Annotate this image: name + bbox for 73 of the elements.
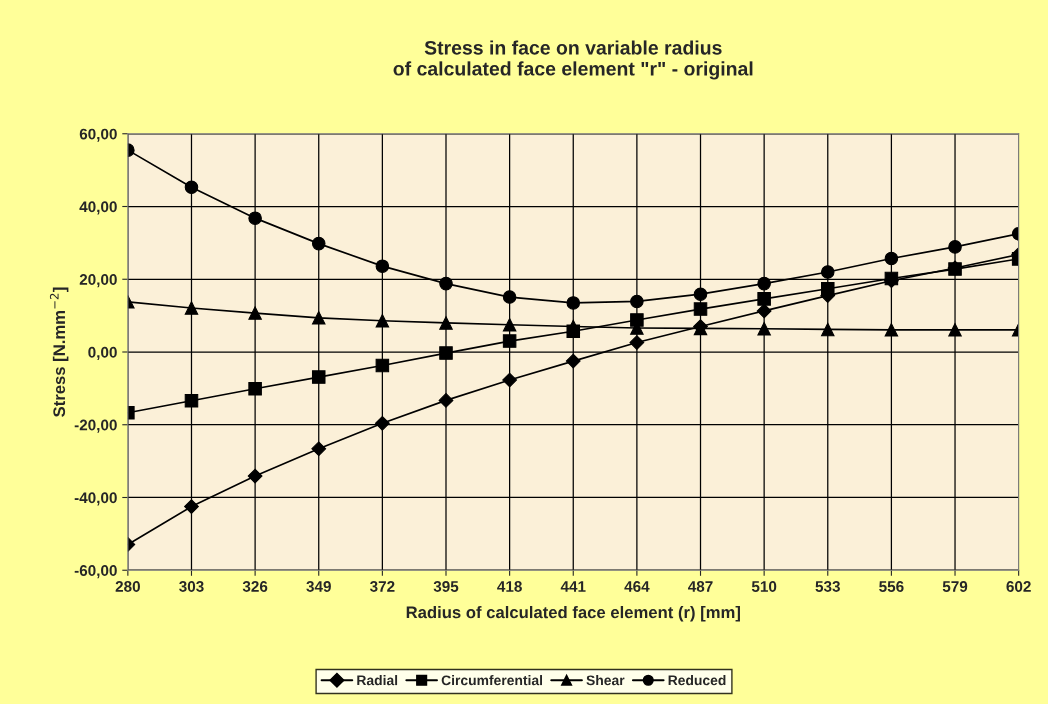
y-tick-label: -60,00 [74,565,117,579]
legend-label: Reduced [668,675,726,686]
point [311,311,326,325]
point [375,358,390,373]
point [756,303,772,319]
point [502,290,517,304]
point [884,251,899,266]
point [821,265,835,279]
y-tick-label: 0,00 [88,346,117,360]
point [311,236,326,251]
point [821,281,835,296]
point [757,321,771,336]
point [948,323,962,337]
y-tick-label: 40,00 [79,201,117,215]
point [247,468,263,484]
legend-label: Radial [357,675,398,686]
point [248,381,262,396]
x-tick-label: 556 [879,581,904,592]
point [565,353,581,369]
point [184,499,199,514]
point [248,306,262,320]
point [630,294,644,309]
point [374,415,390,431]
x-tick-label: 395 [433,581,459,592]
point [375,313,390,328]
point [884,323,899,337]
x-tick-label: 372 [369,581,395,592]
point [439,316,453,330]
point [948,240,962,254]
point [438,392,454,408]
point [311,441,327,457]
point [184,301,199,315]
x-tick-label: 579 [942,581,968,592]
point [184,180,199,194]
x-tick-label: 326 [242,581,268,592]
y-tick-label: -20,00 [74,419,117,433]
y-tick-label: 20,00 [79,274,117,288]
point [439,346,453,360]
x-tick-label: 303 [179,581,204,592]
x-tick-label: 280 [115,581,140,592]
point [821,322,835,337]
y-tick-label: 60,00 [79,128,117,142]
point [375,259,390,273]
y-axis-title: Stress [N.mm$^{−2}$] [49,287,69,417]
x-tick-label: 441 [560,581,586,592]
point [566,296,581,310]
point [502,317,517,332]
point [566,319,581,334]
legend-label: Shear [586,675,625,686]
x-tick-label: 533 [815,581,840,592]
chart-title: Stress in face on variable radius of calculated face element "r" - original [393,40,753,80]
point [948,262,962,276]
point [502,334,517,348]
point [311,370,326,384]
point [502,372,518,388]
x-tick-label: 349 [306,581,331,592]
point [757,292,771,306]
point [757,276,771,291]
point [693,287,708,301]
point [629,335,645,350]
x-axis-title: Radius of calculated face element (r) [mm] [406,606,740,622]
point [693,302,708,316]
y-tick-label: -40,00 [74,492,117,506]
legend-label: Circumferential [441,675,543,686]
x-tick-label: 418 [497,581,522,592]
point [184,393,199,408]
x-tick-label: 510 [751,581,777,592]
x-tick-label: 487 [688,581,713,592]
point [630,313,644,327]
point [439,276,453,291]
x-tick-label: 464 [624,581,650,592]
point [248,211,262,225]
x-tick-label: 602 [1006,581,1031,592]
